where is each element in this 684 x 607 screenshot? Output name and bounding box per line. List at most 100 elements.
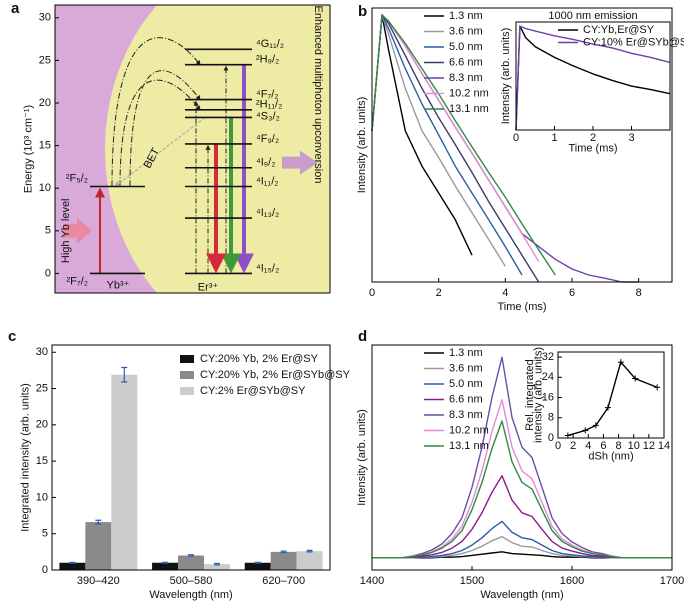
x-tick-label: 2 [590,132,596,144]
x-axis-label: dSh (nm) [588,450,633,462]
inset-background [516,22,670,130]
series-line [371,14,473,256]
legend-label: CY:20% Yb, 2% Er@SY [200,353,319,365]
energy-transfer [119,79,201,187]
level-label: ⁴I₁₃/₂ [256,207,279,219]
legend-label: 6.6 nm [449,393,483,405]
legend-label: 10.2 nm [449,87,489,99]
ion-label: Er³⁺ [198,281,219,293]
legend-label: 3.6 nm [449,362,483,374]
level-label: ⁴I₁₅/₂ [256,262,279,274]
plot-frame [51,344,331,571]
legend-label: 5.0 nm [449,378,483,390]
y-tick-label: 15 [39,139,51,151]
error-bar [69,561,76,564]
y-tick-label: 25 [36,382,48,394]
x-tick-label: 8 [636,287,642,299]
legend-label: CY:10% Er@SYb@SY [583,36,684,48]
legend-label: 3.6 nm [449,25,483,37]
x-tick-label: 2 [436,287,442,299]
x-tick-label: 14 [658,440,670,452]
y-tick-label: 25 [39,54,51,66]
y-axis-label: Energy (10³ cm⁻¹) [23,105,35,193]
point-marker [654,384,661,391]
legend-label: 13.1 nm [449,103,489,115]
y-tick-label: 8 [548,412,554,424]
x-tick-label: 1400 [360,575,384,587]
legend-label: 6.6 nm [449,56,483,68]
x-axis-label: Wavelength (nm) [480,589,563,601]
series-line [371,14,540,283]
legend-label: 1.3 nm [449,10,483,22]
error-bar [162,561,169,564]
legend-label: 5.0 nm [449,41,483,53]
y-tick-label: 32 [542,351,554,363]
legend-label: 8.3 nm [449,72,483,84]
legend-label: CY:2% Er@SYb@SY [200,385,306,397]
y-tick-label: 5 [42,528,48,540]
level-label: ²H₉/₂ [256,54,279,66]
bar [203,564,230,570]
x-tick-label: 500–580 [170,575,213,587]
plot-frame [371,7,673,283]
y-tick-label: 0 [548,432,554,444]
bar [296,551,323,570]
bar [244,562,271,570]
y-tick-label: 30 [39,12,51,24]
point-marker [592,422,599,429]
plot-frame [557,351,665,439]
series-line [371,14,506,267]
y-tick-label: 16 [542,391,554,403]
legend-label: 1.3 nm [449,347,483,359]
y-axis-label: intensity (arb. units) [533,347,545,443]
series-line [371,14,523,276]
plot-frame [371,344,673,571]
legend-label: 13.1 nm [449,440,489,452]
annotation: High Yb level [60,198,72,263]
x-tick-label: 2 [570,440,576,452]
legend-label: 8.3 nm [449,409,483,421]
x-axis-label: Time (ms) [568,142,617,154]
y-tick-label: 20 [39,97,51,109]
series-line [372,520,672,559]
y-tick-label: 15 [36,455,48,467]
x-tick-label: 10 [628,440,640,452]
annotation: Enhanced multiphoton upconversion [312,5,324,183]
y-tick-label: 24 [542,371,554,383]
error-bar [280,550,287,554]
y-tick-label: 5 [45,225,51,237]
y-axis-label: Intensity (arb. units) [356,97,368,194]
x-tick-label: 12 [643,440,655,452]
legend-label: CY:Yb,Er@SY [583,24,655,36]
y-axis-label: Intensity (arb. units) [356,409,368,506]
x-axis-label: Time (ms) [497,301,546,313]
x-tick-label: 0 [369,287,375,299]
inset-title: 1000 nm emission [548,10,637,22]
level-label: ⁴F₇/₂ [256,88,279,100]
error-bar [213,562,220,566]
ion-label: Yb³⁺ [107,279,130,291]
level-label: ⁴I₉/₂ [256,157,275,169]
output-arrow [282,150,318,175]
level-label: ⁴G₁₁/₂ [256,38,284,50]
plot-frame [54,4,331,294]
x-tick-label: 1 [551,132,557,144]
x-tick-label: 620–700 [262,575,305,587]
error-bar [188,554,194,557]
point-marker [564,432,571,439]
point-marker [632,375,639,382]
x-tick-label: 1500 [460,575,484,587]
panel-label: a [11,0,20,17]
back-transfer [114,116,206,188]
energy-transfer [111,37,201,187]
y-tick-label: 20 [36,419,48,431]
x-tick-label: 6 [600,440,606,452]
level-label: ²F₇/₂ [67,275,89,287]
level-label: ⁴F₉/₂ [256,133,279,145]
error-bar [254,561,261,564]
energy-transfer [129,70,201,187]
bar [178,555,204,570]
y-axis-label: Rel. integrated [524,359,536,431]
